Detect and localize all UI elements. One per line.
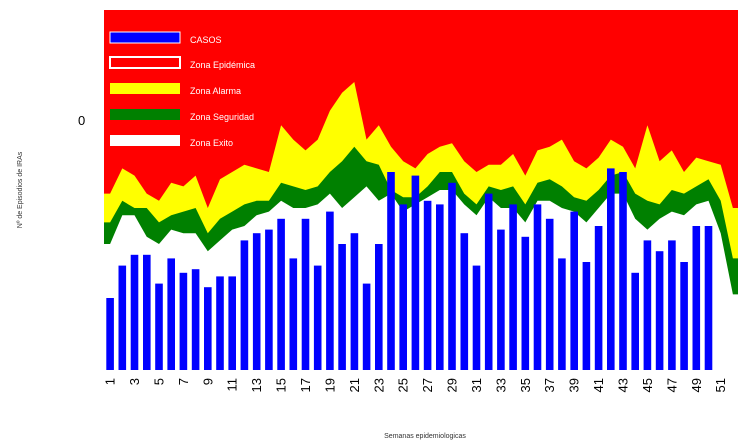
case-bar [106,298,114,370]
legend-label-cases: CASOS [190,35,222,45]
legend-swatch-success [110,135,180,146]
x-tick-label: 49 [689,378,704,392]
legend-swatch-alarm [110,83,180,94]
x-tick-label: 3 [127,378,142,385]
x-tick-label: 15 [274,378,289,392]
legend: CASOS Zona Epidémica Zona Alarma Zona Se… [109,31,255,148]
x-axis: 1 3 5 7 9 11 13 15 17 19 21 23 25 27 29 31 33 35 37 39 41 43 4… [103,378,729,392]
x-tick-label: 23 [371,378,386,392]
case-bar [313,265,322,370]
y-axis-label: Nº de Episodios de IRAs [17,151,24,228]
case-bar [668,240,676,370]
legend-label-epidemic: Zona Epidémica [190,60,255,70]
case-bar [326,211,334,370]
x-tick-label: 37 [542,378,557,392]
x-tick-label: 17 [298,378,313,392]
x-tick-label: 13 [249,378,264,392]
case-bar [118,265,127,370]
case-bar [228,276,236,370]
case-bar [216,276,224,370]
case-bar [167,258,175,370]
x-tick-label: 19 [322,378,337,392]
case-bars [106,168,713,370]
x-tick-label: 21 [347,378,362,392]
x-tick-label: 41 [591,378,606,392]
legend-swatch-epidemic [109,56,181,69]
y-tick-zero: 0 [78,113,85,128]
success-zone [104,186,738,370]
x-tick-label: 35 [518,378,533,392]
x-axis-title: Semanas epidemiologicas [384,433,466,440]
case-bar [582,262,591,370]
x-tick-label: 43 [616,378,631,392]
case-bar [509,204,517,370]
case-bar [155,283,163,370]
x-tick-label: 31 [469,378,484,392]
case-bar [411,175,420,370]
x-tick-label: 29 [445,378,460,392]
case-bar [143,254,151,370]
x-tick-label: 27 [420,378,435,392]
case-bar [448,182,456,370]
case-bar [387,172,395,370]
x-tick-label: 9 [200,378,215,385]
case-bar [680,262,688,370]
case-bar [191,269,200,370]
case-bar [375,244,383,370]
legend-label-security: Zona Seguridad [190,112,254,122]
case-bar [338,244,346,370]
case-bar [484,193,493,370]
x-tick-label: 1 [103,378,118,385]
case-bar [545,218,554,370]
case-bar [179,272,188,370]
x-tick-label: 33 [493,378,508,392]
case-bar [423,200,432,370]
x-tick-label: 39 [567,378,582,392]
case-bar [497,229,505,370]
legend-label-alarm: Zona Alarma [190,86,241,96]
x-tick-label: 5 [152,378,167,385]
case-bar [399,204,407,370]
case-bar [533,204,542,370]
x-tick-label: 51 [713,378,728,392]
case-bar [350,233,359,370]
case-bar [619,172,627,370]
case-bar [655,251,664,370]
case-bar [643,240,652,370]
case-bar [570,211,578,370]
case-bar [594,226,603,370]
x-tick-label: 45 [640,378,655,392]
case-bar [252,233,261,370]
legend-swatch-security [110,109,180,120]
case-bar [265,229,273,370]
case-bar [558,258,566,370]
case-bar [472,265,481,370]
case-bar [204,287,212,370]
legend-swatch-cases [109,31,181,44]
case-bar [240,240,249,370]
case-bar [704,226,713,370]
case-bar [277,218,285,370]
x-tick-label: 47 [664,378,679,392]
case-bar [436,204,444,370]
case-bar [521,236,530,370]
case-bar [460,233,469,370]
case-bar [692,226,701,370]
x-tick-label: 11 [225,378,240,392]
legend-label-success: Zona Exito [190,138,233,148]
case-bar [301,218,310,370]
case-bar [362,283,371,370]
case-bar [130,254,139,370]
case-bar [607,168,615,370]
case-bar [289,258,298,370]
case-bar [631,272,639,370]
x-tick-label: 25 [396,378,411,392]
x-tick-label: 7 [176,378,191,385]
